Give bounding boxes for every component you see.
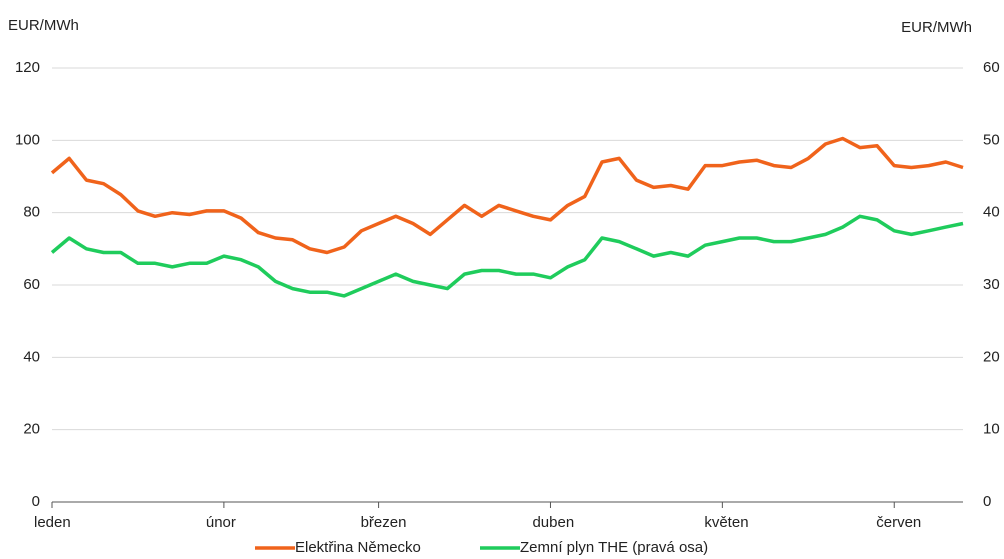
x-tick-label: květen [704,514,748,531]
series-line [50,136,964,255]
y-tick-label: 60 [23,276,40,293]
y2-tick-label: 20 [983,348,1000,365]
y2-tick-label: 10 [983,421,1000,438]
y-axis-title: EUR/MWh [8,17,79,34]
y2-tick-label: 30 [983,276,1000,293]
y-tick-label: 20 [23,421,40,438]
y2-tick-label: 0 [983,493,991,510]
legend-label: Zemní plyn THE (pravá osa) [520,539,708,556]
y-tick-label: 120 [15,59,40,76]
x-tick-label: červen [876,514,921,531]
x-tick-label: únor [206,514,236,531]
y-tick-label: 0 [32,493,40,510]
y2-tick-label: 40 [983,204,1000,221]
x-tick-label: leden [34,514,71,531]
y2-tick-label: 60 [983,59,1000,76]
y-tick-label: 40 [23,348,40,365]
x-tick-label: duben [532,514,574,531]
y2-axis-title: EUR/MWh [901,19,972,36]
legend-label: Elektřina Německo [295,539,421,556]
y-tick-label: 100 [15,131,40,148]
y-tick-label: 80 [23,204,40,221]
y2-tick-label: 50 [983,131,1000,148]
series-line [50,214,964,298]
x-tick-label: březen [361,514,407,531]
